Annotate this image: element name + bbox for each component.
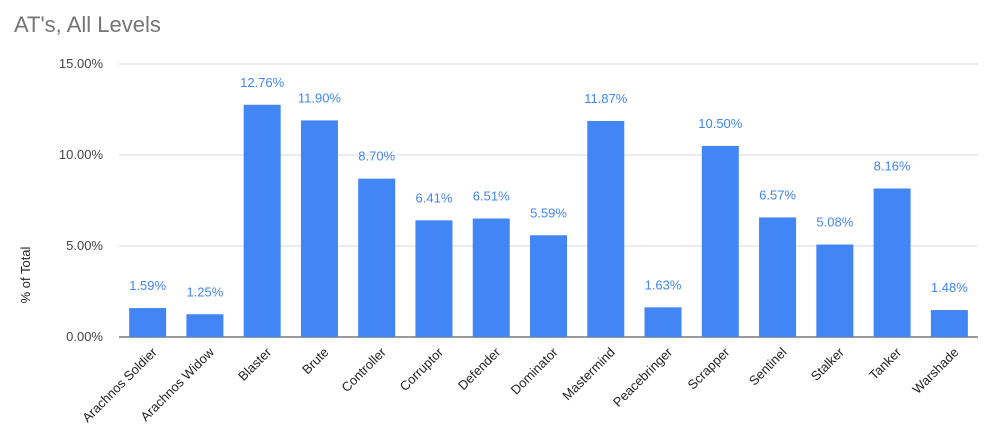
- bar: [243, 104, 281, 337]
- data-label: 5.08%: [816, 215, 853, 230]
- data-label: 10.50%: [698, 116, 743, 131]
- bar: [530, 235, 567, 337]
- data-label: 1.59%: [129, 278, 166, 293]
- category-label: Sentinel: [746, 344, 790, 388]
- category-label: Corruptor: [397, 344, 447, 394]
- data-label: 1.25%: [186, 284, 223, 299]
- data-label: 8.70%: [358, 149, 395, 164]
- y-tick-label: 0.00%: [66, 329, 103, 344]
- bar: [873, 188, 911, 337]
- bars: [129, 104, 968, 337]
- bar: [415, 220, 453, 337]
- category-label: Scrapper: [685, 344, 733, 392]
- data-label: 8.16%: [874, 158, 911, 173]
- category-label: Brute: [299, 345, 332, 378]
- category-label: Controller: [338, 344, 389, 395]
- category-label: Blaster: [235, 344, 275, 384]
- data-label: 5.59%: [530, 205, 567, 220]
- category-label: Defender: [455, 344, 504, 393]
- data-label: 6.51%: [473, 189, 510, 204]
- category-label: Warshade: [909, 345, 961, 397]
- data-label: 1.48%: [931, 280, 968, 295]
- bar: [358, 178, 396, 337]
- category-label: Tanker: [866, 344, 905, 383]
- data-label: 11.90%: [298, 90, 342, 105]
- category-label: Stalker: [808, 344, 848, 384]
- category-label: Peacebringer: [610, 344, 676, 410]
- bar: [759, 217, 797, 337]
- data-label: 12.76%: [240, 75, 285, 90]
- bar: [186, 314, 224, 337]
- bar: [930, 310, 968, 337]
- labels: 0.00%5.00%10.00%15.00%1.59%Arachnos Sold…: [59, 56, 968, 425]
- y-tick-label: 15.00%: [59, 56, 104, 71]
- data-label: 1.63%: [645, 277, 682, 292]
- bar: [300, 120, 338, 337]
- y-axis-title: % of Total: [18, 246, 33, 303]
- chart-title: AT's, All Levels: [14, 12, 161, 37]
- data-label: 11.87%: [584, 91, 628, 106]
- category-label: Dominator: [508, 344, 561, 397]
- bar: [587, 120, 625, 337]
- bar: [472, 218, 510, 337]
- bar: [644, 307, 682, 337]
- y-tick-label: 5.00%: [66, 238, 103, 253]
- bar: [701, 145, 739, 337]
- bar: [129, 308, 167, 337]
- category-label: Mastermind: [559, 345, 618, 404]
- data-label: 6.57%: [759, 187, 796, 202]
- data-label: 6.41%: [416, 190, 453, 205]
- y-tick-label: 10.00%: [59, 147, 104, 162]
- bar: [816, 244, 854, 337]
